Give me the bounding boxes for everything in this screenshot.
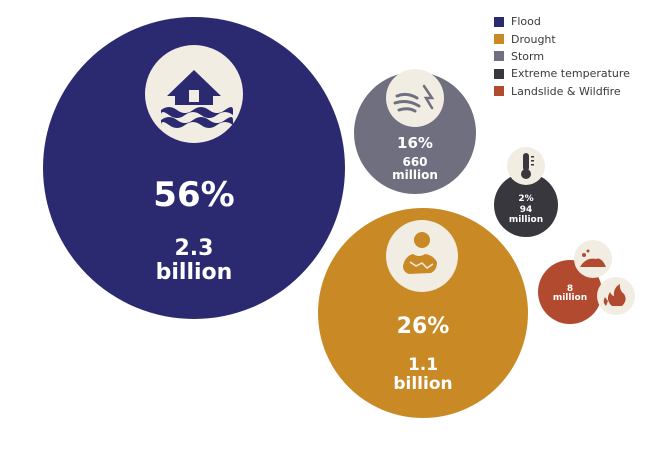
- flood-percent: 56%: [153, 175, 234, 215]
- legend-item-storm: Storm: [494, 48, 630, 65]
- storm-percent: 16%: [397, 134, 433, 152]
- legend-item-drought: Drought: [494, 30, 630, 47]
- legend-label-landslide-wildfire: Landslide & Wildfire: [511, 84, 621, 98]
- drought-people-line1: 1.1: [408, 355, 438, 375]
- flood-people-line2: billion: [156, 260, 233, 285]
- storm-people-line2: million: [392, 168, 438, 182]
- bubble-flood-circle: [43, 17, 345, 319]
- legend: Flood Drought Storm Extreme temperature …: [494, 13, 630, 100]
- bubble-drought: 26% 1.1 billion: [318, 208, 528, 418]
- landslide-icon: [580, 249, 606, 267]
- bubble-temp-circle: [494, 173, 558, 237]
- storm-wind-icon: [393, 84, 435, 113]
- legend-swatch-landslide-wildfire: [494, 86, 504, 97]
- bubble-drought-circle: [318, 208, 528, 418]
- legend-item-extreme-temperature: Extreme temperature: [494, 65, 630, 82]
- legend-label-drought: Drought: [511, 32, 556, 46]
- legend-swatch-extreme-temperature: [494, 68, 504, 79]
- landslide-people-line2: million: [553, 293, 587, 303]
- legend-item-landslide-wildfire: Landslide & Wildfire: [494, 83, 630, 100]
- house-flood-icon: [161, 70, 233, 128]
- legend-label-storm: Storm: [511, 49, 545, 63]
- drought-percent: 26%: [397, 314, 450, 339]
- legend-swatch-flood: [494, 16, 504, 27]
- drought-people-line2: billion: [393, 374, 452, 394]
- bubble-flood: 56% 2.3 billion: [43, 17, 345, 319]
- temp-people-line2: million: [509, 215, 543, 225]
- legend-item-flood: Flood: [494, 13, 630, 30]
- legend-swatch-drought: [494, 34, 504, 45]
- bubble-landslide-wildfire: 8 million: [538, 240, 635, 324]
- wildfire-icon: [603, 284, 626, 306]
- thermometer-icon: [521, 153, 534, 179]
- cracked-earth-sun-icon: [403, 232, 437, 274]
- bubble-extreme-temperature: 2% 94 million: [494, 147, 558, 237]
- temp-people-line1: 94: [520, 205, 533, 215]
- legend-swatch-storm: [494, 51, 504, 62]
- legend-label-extreme-temperature: Extreme temperature: [511, 67, 630, 81]
- temp-percent: 2%: [518, 194, 533, 204]
- landslide-people-line1: 8: [567, 284, 573, 294]
- storm-people-line1: 660: [402, 155, 427, 169]
- flood-people-line1: 2.3: [175, 236, 214, 261]
- legend-label-flood: Flood: [511, 15, 541, 29]
- bubble-storm: 16% 660 million: [354, 69, 476, 194]
- bubble-storm-circle: [354, 72, 476, 194]
